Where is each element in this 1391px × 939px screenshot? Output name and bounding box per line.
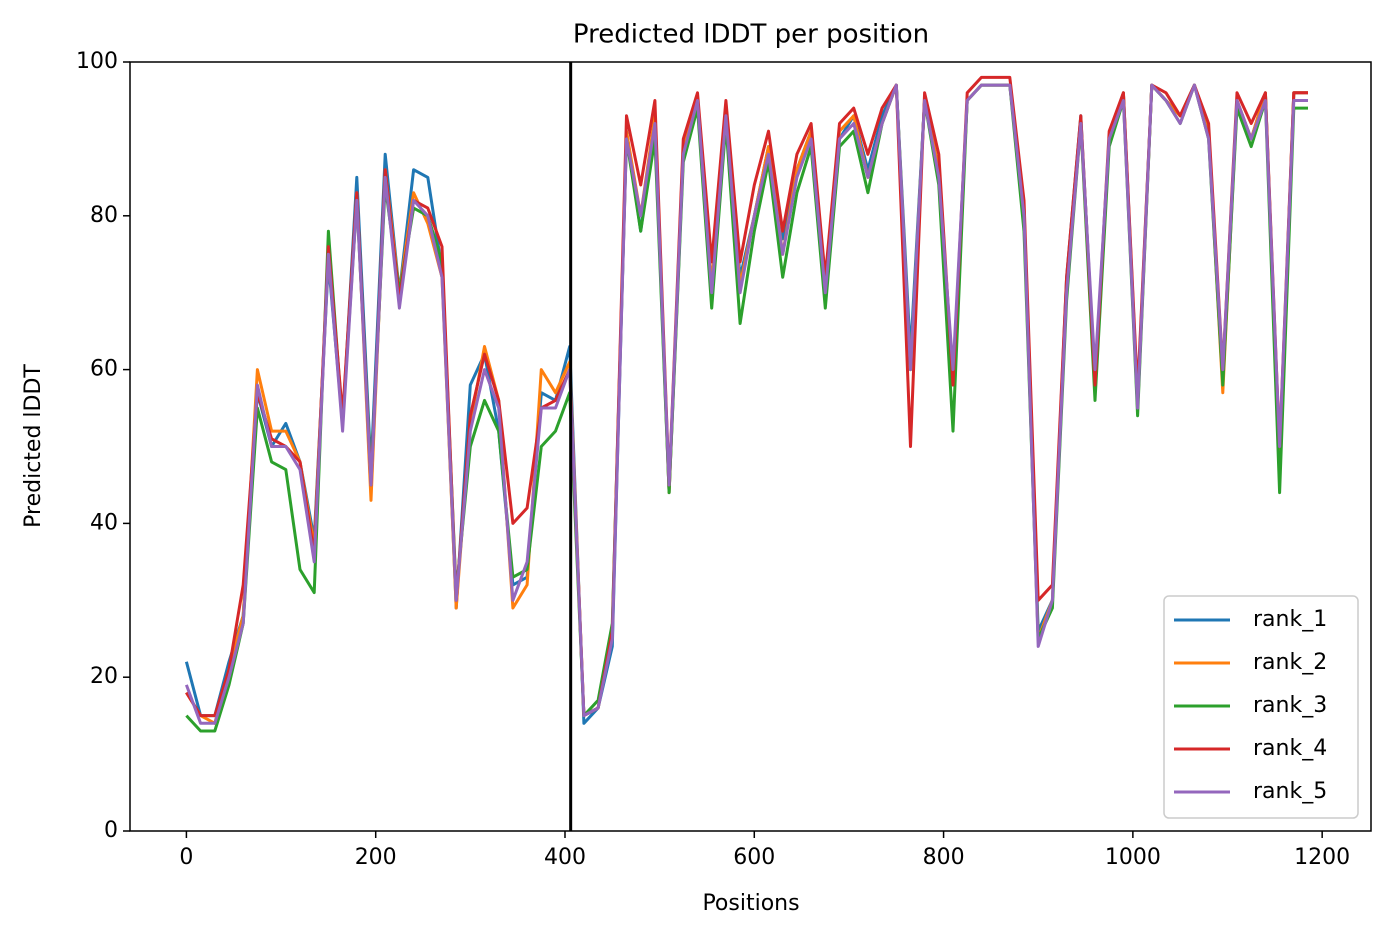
series-line xyxy=(185,83,1308,725)
legend-label: rank_1 xyxy=(1253,607,1327,632)
x-tick-label: 1200 xyxy=(1294,845,1350,870)
x-tick-label: 800 xyxy=(923,845,965,870)
x-tick-label: 200 xyxy=(355,845,397,870)
series-line xyxy=(184,83,1308,725)
x-tick-label: 0 xyxy=(179,845,193,870)
legend-label: rank_4 xyxy=(1253,736,1327,761)
y-axis-label: Predicted lDDT xyxy=(21,364,46,528)
x-axis-label: Positions xyxy=(702,891,799,916)
y-tick-label: 100 xyxy=(76,49,118,74)
y-tick-label: 20 xyxy=(90,664,118,689)
legend-label: rank_5 xyxy=(1253,779,1327,804)
series-line xyxy=(184,83,1308,725)
y-tick-label: 60 xyxy=(90,357,118,382)
legend-box xyxy=(1163,595,1359,819)
x-tick-label: 400 xyxy=(544,845,586,870)
chart-title: Predicted lDDT per position xyxy=(573,20,929,50)
series-line xyxy=(185,83,1308,733)
x-tick-label: 1000 xyxy=(1105,845,1161,870)
x-tick-label: 600 xyxy=(733,845,775,870)
legend-label: rank_3 xyxy=(1253,693,1327,718)
y-tick-label: 0 xyxy=(104,818,118,843)
plot-frame xyxy=(129,61,1372,832)
y-tick-label: 40 xyxy=(90,510,118,535)
y-tick-label: 80 xyxy=(90,203,118,228)
legend-label: rank_2 xyxy=(1253,650,1327,675)
